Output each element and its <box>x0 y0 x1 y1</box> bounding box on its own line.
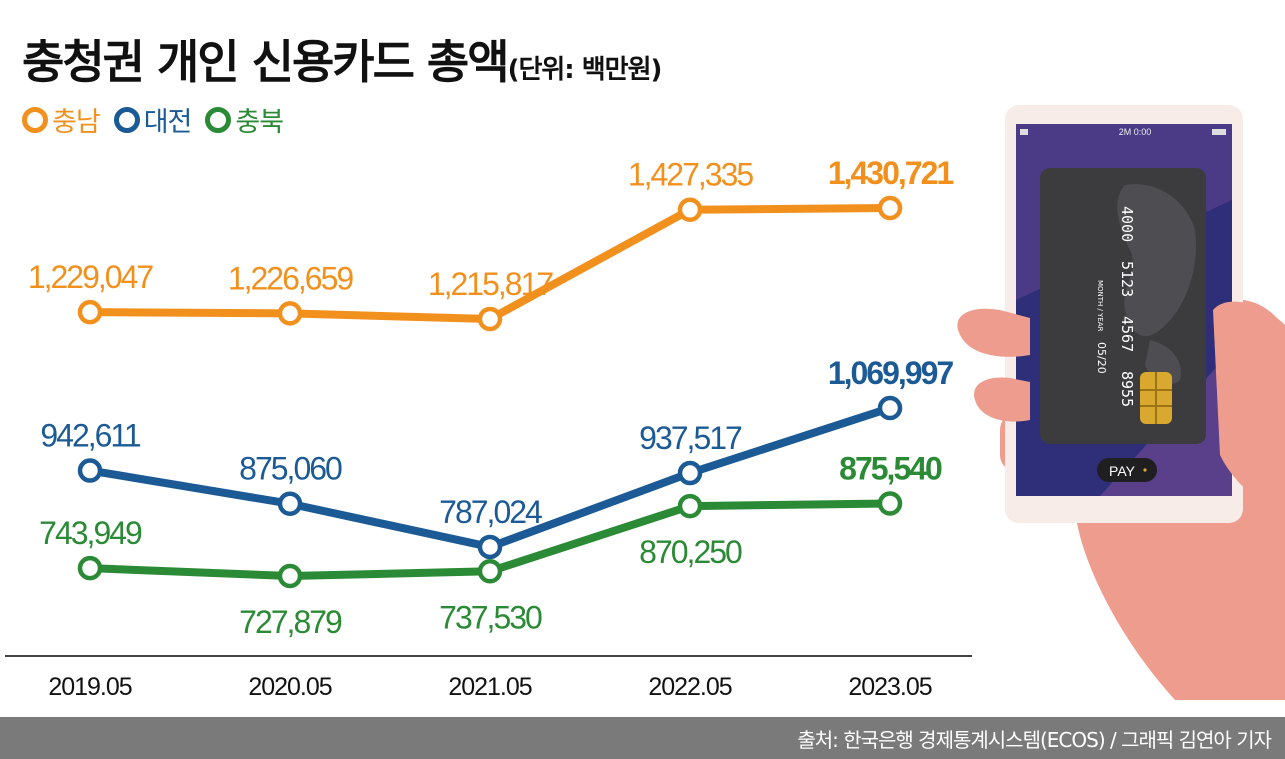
data-point-chungnam-2019-05 <box>77 299 103 325</box>
data-label-chungbuk-2020-05: 727,879 <box>239 604 342 640</box>
x-tick-label-2021-05: 2021.05 <box>448 673 531 701</box>
data-point-chungnam-2021-05 <box>477 306 503 332</box>
x-tick-label-2019-05: 2019.05 <box>48 673 131 701</box>
legend-item-daejeon: 대전 <box>113 100 193 139</box>
x-tick-label-2022-05: 2022.05 <box>648 673 731 701</box>
data-point-chungnam-2023-05 <box>877 195 903 221</box>
legend-label-daejeon: 대전 <box>143 107 193 138</box>
data-label-chungbuk-2021-05: 737,530 <box>439 599 542 635</box>
title-block: 충청권 개인 신용카드 총액(단위: 백만원) <box>22 26 663 92</box>
data-label-chungbuk-2019-05: 743,949 <box>39 515 142 551</box>
x-tick-label-2020-05: 2020.05 <box>248 673 331 701</box>
series-layer: 1,229,047 1,226,659 1,215,817 1,427,335 1,43… <box>28 155 956 640</box>
legend-label-chungbuk: 충북 <box>235 107 284 138</box>
legend-marker-chungnam <box>22 106 48 133</box>
data-point-chungbuk-2022-05 <box>677 493 703 519</box>
legend-item-chungbuk: 충북 <box>205 100 284 139</box>
pay-button <box>1097 458 1157 482</box>
data-label-chungbuk-2022-05: 870,250 <box>639 534 742 570</box>
source-footer: 출처: 한국은행 경제통계시스템(ECOS) / 그래픽 김연아 기자 <box>0 717 1285 759</box>
legend-item-chungnam: 충남 <box>22 100 101 139</box>
data-point-daejeon-2020-05 <box>277 491 303 516</box>
legend-marker-daejeon <box>113 106 140 133</box>
chart-unit: (단위: 백만원) <box>507 55 663 85</box>
data-label-chungnam-2020-05: 1,226,659 <box>228 260 354 296</box>
source-text: 출처: 한국은행 경제통계시스템(ECOS) / 그래픽 김연아 기자 <box>797 727 1272 752</box>
data-label-daejeon-2020-05: 875,060 <box>239 451 342 487</box>
legend: 충남 대전 충북 <box>22 100 284 139</box>
data-point-chungnam-2022-05 <box>677 197 703 222</box>
x-axis-tick-labels: 2019.05 2020.05 2021.05 2022.05 2023.05 <box>48 673 932 701</box>
card-expiry: 05/20 <box>1095 342 1108 374</box>
legend-label-chungnam: 충남 <box>52 107 101 138</box>
data-label-chungnam-2023-05: 1,430,721 <box>828 155 954 191</box>
data-point-chungbuk-2023-05 <box>877 491 903 516</box>
data-point-chungbuk-2020-05 <box>277 563 303 589</box>
x-tick-label-2023-05: 2023.05 <box>848 673 931 701</box>
series-line-chungnam <box>89 204 891 323</box>
data-point-chungnam-2020-05 <box>277 301 303 326</box>
data-label-daejeon-2023-05: 1,069,997 <box>828 355 954 391</box>
card-number-group-3: 4567 <box>1118 316 1136 352</box>
data-point-daejeon-2023-05 <box>877 395 903 421</box>
card-number-group-2: 5123 <box>1118 261 1136 297</box>
phone-status-time: 2M 0:00 <box>1119 127 1152 137</box>
data-label-chungnam-2019-05: 1,229,047 <box>28 259 154 295</box>
data-label-daejeon-2021-05: 787,024 <box>439 494 542 530</box>
legend-marker-chungbuk <box>205 106 232 133</box>
data-label-chungnam-2022-05: 1,427,335 <box>628 157 754 193</box>
data-point-daejeon-2019-05 <box>77 458 103 483</box>
data-point-chungbuk-2019-05 <box>77 555 103 581</box>
phone-illustration: 2M 0:00 4000 5123 4567 8955 MONTH / YEAR… <box>957 105 1285 700</box>
data-label-chungnam-2021-05: 1,215,817 <box>428 266 554 302</box>
data-label-daejeon-2019-05: 942,611 <box>40 418 141 454</box>
card-number-group-1: 4000 <box>1118 206 1136 242</box>
card-number-group-4: 8955 <box>1118 371 1136 407</box>
pay-button-label: PAY <box>1109 463 1136 479</box>
data-label-daejeon-2022-05: 937,517 <box>639 420 742 456</box>
data-point-daejeon-2022-05 <box>677 460 703 486</box>
data-point-daejeon-2021-05 <box>477 534 503 560</box>
chart-title: 충청권 개인 신용카드 총액 <box>22 35 510 89</box>
card-expiry-label: MONTH / YEAR <box>1096 280 1104 332</box>
data-label-chungbuk-2023-05: 875,540 <box>839 450 942 486</box>
data-point-chungbuk-2021-05 <box>477 559 503 584</box>
